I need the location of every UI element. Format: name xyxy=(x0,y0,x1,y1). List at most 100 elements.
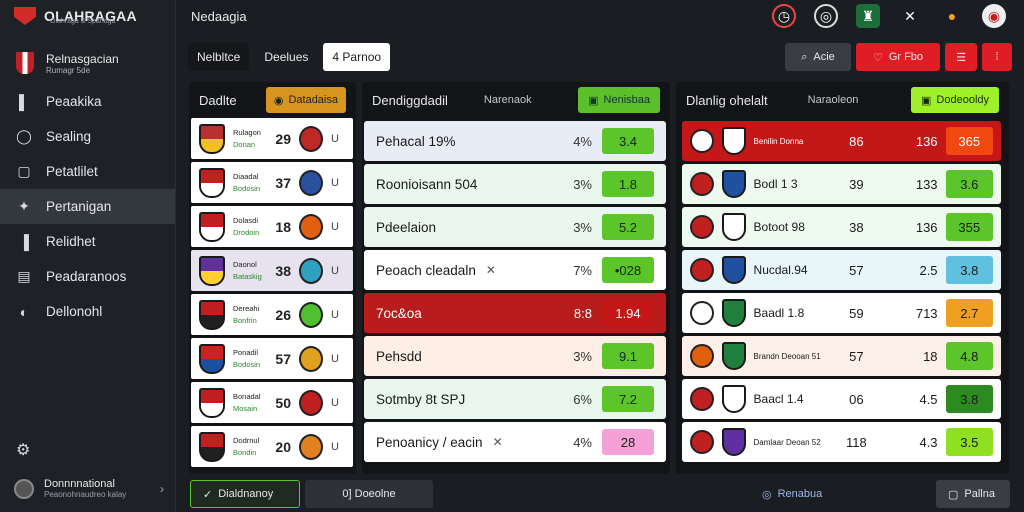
expand-icon[interactable]: U xyxy=(331,132,339,145)
standing-row[interactable]: Nucdal.94 57 2.5 3.8 xyxy=(682,250,1001,290)
expand-icon[interactable]: U xyxy=(331,440,339,453)
detail-row[interactable]: Pehsdd 3% 9.1 xyxy=(364,336,666,376)
footer-secondary-button[interactable]: 0] Doeolne xyxy=(305,480,433,508)
standings-panel-button[interactable]: ▣ Dodeooldy xyxy=(911,87,999,113)
tab-first[interactable]: Nelbltce xyxy=(188,43,250,71)
standing-row[interactable]: Benilin Donna 86 136 365 xyxy=(682,121,1001,161)
detail-row[interactable]: Sotmby 8t SPJ 6% 7.2 xyxy=(364,379,666,419)
ball-icon[interactable]: ◎ xyxy=(814,4,838,28)
account[interactable]: Relnasgacian Rumagr 5de xyxy=(0,44,175,82)
expand-icon[interactable]: U xyxy=(331,352,339,365)
sidebar-item-label: Relidhet xyxy=(46,234,96,249)
sidebar-item-5[interactable]: ▤ Peadaranoos xyxy=(0,259,175,294)
settings-gear-icon[interactable]: ⚙ xyxy=(16,442,31,459)
expand-icon[interactable]: U xyxy=(331,396,339,409)
team-badge-icon xyxy=(299,301,323,328)
standing-row[interactable]: Baacl 1.4 06 4.5 3.8 xyxy=(682,379,1001,419)
match-team-home: Bonadal xyxy=(233,391,261,401)
details-panel-button[interactable]: ▣ Nenisbaa xyxy=(578,87,660,113)
detail-row[interactable]: 7oc&oa 8:8 1.94 xyxy=(364,293,666,333)
team-badge-icon[interactable]: ♜ xyxy=(856,4,880,28)
team-crest-icon xyxy=(721,299,746,327)
menu-button[interactable]: ☰ xyxy=(945,43,977,71)
footer-primary-button[interactable]: ✓ Dialdnanoy xyxy=(190,480,300,508)
standing-row[interactable]: Botoot 98 38 136 355 xyxy=(682,207,1001,247)
standings-panel-sub[interactable]: Naraoleon xyxy=(807,94,859,106)
match-score: 50 xyxy=(275,394,291,411)
expand-icon[interactable]: U xyxy=(331,264,339,277)
close-icon[interactable]: ✕ xyxy=(485,263,496,277)
team-badge-icon xyxy=(690,344,714,368)
match-team-home: Dereahi xyxy=(233,303,260,313)
footer-link[interactable]: ◎ Renabua xyxy=(750,480,850,508)
detail-row[interactable]: Roonioisann 504 3% 1.8 xyxy=(364,164,666,204)
footer-primary-label: Dialdnanoy xyxy=(218,488,274,500)
standing-team: Brandn Deooan 51 xyxy=(753,351,821,361)
sidebar-item-6[interactable]: ◐ Dellonohl xyxy=(0,294,175,329)
sidebar-item-3[interactable]: ✦ Pertanigan xyxy=(0,189,175,224)
tab-second[interactable]: Deelues xyxy=(264,50,309,64)
match-score: 18 xyxy=(275,218,291,235)
club-crest-icon xyxy=(14,50,36,76)
standing-row[interactable]: Bodl 1 3 39 133 3.6 xyxy=(682,164,1001,204)
match-row[interactable]: Dereahi Bonfrin 26 U xyxy=(191,294,353,335)
expand-icon[interactable]: U xyxy=(331,308,339,321)
favorite-button[interactable]: ♡ Gr Fbo xyxy=(856,43,940,71)
notification-icon[interactable]: ● xyxy=(947,8,957,24)
clock-icon[interactable]: ◷ xyxy=(772,4,796,28)
matches-panel: Dadlte ◉ Datadaisa Rulagon Donan 29 U Diaada… xyxy=(189,82,356,474)
brand[interactable]: OLAHRAGAA Olahraga & Sparlaga xyxy=(0,0,175,32)
detail-value: 9.1 xyxy=(602,343,654,369)
match-score: 38 xyxy=(275,262,291,279)
circle-icon: ◐ xyxy=(19,303,29,320)
detail-label: Pehacal 19% xyxy=(376,133,456,149)
sidebar-item-4[interactable]: ▐ Relidhet xyxy=(0,224,175,259)
standing-row[interactable]: Damlaar Deoan 52 118 4.3 3.5 xyxy=(682,422,1001,462)
sidebar-item-0[interactable]: ▌ Peaakika xyxy=(0,84,175,119)
standing-team: Baadl 1.8 xyxy=(753,305,805,320)
expand-icon[interactable]: U xyxy=(331,176,339,189)
detail-percent: 3% xyxy=(573,219,592,235)
sidebar-item-2[interactable]: ▢ Petatlilet xyxy=(0,154,175,189)
tab-third[interactable]: 4 Parnoo xyxy=(323,43,391,71)
match-row[interactable]: Daonol Bataskig 38 U xyxy=(191,250,353,291)
expand-icon[interactable]: U xyxy=(331,220,339,233)
footer-right-button[interactable]: ▢ Pallna xyxy=(936,480,1010,508)
match-teams: Daonol Bataskig xyxy=(233,259,263,283)
team-crest-icon xyxy=(721,342,746,370)
details-panel-sub[interactable]: Narenaok xyxy=(483,94,532,106)
match-team-away: Bodosin xyxy=(233,183,261,193)
detail-row[interactable]: Peoach cleadaln ✕ 7% •028 xyxy=(364,250,666,290)
detail-row[interactable]: Penoanicy / eacin ✕ 4% 28 xyxy=(364,422,666,462)
detail-row[interactable]: Pdeelaion 3% 5.2 xyxy=(364,207,666,247)
profile-icon[interactable]: ◉ xyxy=(982,4,1006,28)
more-button[interactable]: ⁞ xyxy=(982,43,1012,71)
details-panel-button-label: Nenisbaa xyxy=(603,94,650,106)
match-team-home: Dolasdi xyxy=(233,215,259,225)
matches-panel-button[interactable]: ◉ Datadaisa xyxy=(265,87,346,113)
close-icon[interactable]: ✕ xyxy=(492,435,503,449)
match-row[interactable]: Dolasdi Drodoin 18 U xyxy=(191,206,353,247)
team-badge-icon xyxy=(299,213,323,240)
match-row[interactable]: Dodrnul Bondin 20 U xyxy=(191,426,353,467)
sidebar-nav: ▌ Peaakika ◯ Sealing ▢ Petatlilet ✦ Pertanigan ▐… xyxy=(0,84,175,329)
detail-value: 1.94 xyxy=(602,300,654,326)
sidebar-user[interactable]: Donnnnational Peaonohnaudreo kalay › xyxy=(14,478,164,499)
team-crest-icon xyxy=(199,299,225,330)
standing-row[interactable]: Brandn Deooan 51 57 18 4.8 xyxy=(682,336,1001,376)
chart-icon: ▐ xyxy=(19,233,29,250)
match-teams: Dolasdi Drodoin xyxy=(233,215,263,239)
tools-icon[interactable]: ✕ xyxy=(904,7,916,24)
team-crest-icon xyxy=(199,431,225,462)
match-team-home: Diaadal xyxy=(233,171,259,181)
search-button[interactable]: ⌕ Acie xyxy=(785,43,851,71)
match-row[interactable]: Ponadil Bodosin 57 U xyxy=(191,338,353,379)
sidebar-item-1[interactable]: ◯ Sealing xyxy=(0,119,175,154)
match-row[interactable]: Diaadal Bodosin 37 U xyxy=(191,162,353,203)
match-row[interactable]: Rulagon Donan 29 U xyxy=(191,118,353,159)
match-row[interactable]: Bonadal Mosain 50 U xyxy=(191,382,353,423)
detail-row[interactable]: Pehacal 19% 4% 3.4 xyxy=(364,121,666,161)
match-team-home: Dodrnul xyxy=(233,435,260,445)
standing-row[interactable]: Baadl 1.8 59 713 2.7 xyxy=(682,293,1001,333)
